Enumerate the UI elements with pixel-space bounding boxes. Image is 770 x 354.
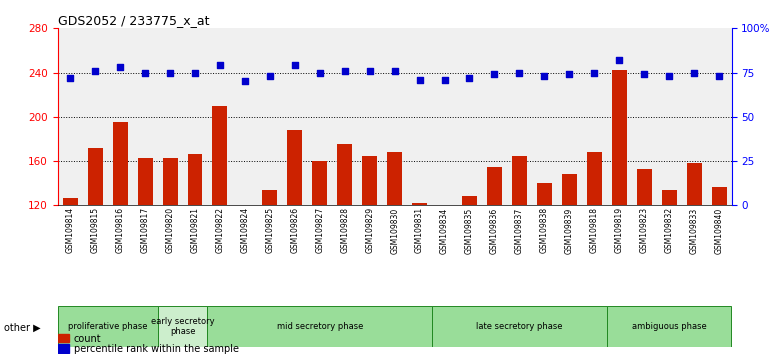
Bar bbox=[287, 130, 303, 338]
Bar bbox=[711, 187, 727, 338]
Bar bbox=[537, 183, 552, 338]
Text: GSM109818: GSM109818 bbox=[590, 207, 599, 253]
Bar bbox=[387, 152, 402, 338]
Bar bbox=[587, 152, 601, 338]
Text: GSM109828: GSM109828 bbox=[340, 207, 350, 253]
Bar bbox=[237, 209, 253, 338]
Point bbox=[588, 70, 601, 75]
Point bbox=[289, 63, 301, 68]
Text: GSM109825: GSM109825 bbox=[266, 207, 274, 253]
Text: GSM109836: GSM109836 bbox=[490, 207, 499, 253]
Bar bbox=[562, 174, 577, 338]
Point bbox=[339, 68, 351, 74]
Text: GSM109834: GSM109834 bbox=[440, 207, 449, 253]
Point bbox=[239, 79, 251, 84]
Text: GSM109820: GSM109820 bbox=[166, 207, 175, 253]
Bar bbox=[362, 155, 377, 338]
Bar bbox=[487, 167, 502, 338]
Text: other ▶: other ▶ bbox=[4, 322, 41, 332]
Point bbox=[613, 57, 625, 63]
Text: GSM109830: GSM109830 bbox=[390, 207, 399, 253]
Point bbox=[713, 73, 725, 79]
Bar bbox=[313, 161, 327, 338]
Bar bbox=[138, 158, 152, 338]
Point bbox=[464, 75, 476, 81]
Bar bbox=[88, 148, 102, 338]
Bar bbox=[337, 144, 352, 338]
Bar bbox=[158, 306, 207, 347]
Point bbox=[214, 63, 226, 68]
Bar bbox=[462, 196, 477, 338]
Point bbox=[114, 64, 126, 70]
Point bbox=[688, 70, 700, 75]
Text: GSM109823: GSM109823 bbox=[640, 207, 648, 253]
Bar bbox=[62, 198, 78, 338]
Point bbox=[313, 70, 326, 75]
Bar bbox=[437, 207, 452, 338]
Text: GSM109840: GSM109840 bbox=[715, 207, 724, 253]
Text: GSM109814: GSM109814 bbox=[65, 207, 75, 253]
Point bbox=[663, 73, 675, 79]
Bar bbox=[58, 344, 69, 353]
Point bbox=[514, 70, 526, 75]
Bar bbox=[112, 122, 128, 338]
Bar bbox=[661, 190, 677, 338]
Text: count: count bbox=[74, 334, 102, 344]
Text: GSM109831: GSM109831 bbox=[415, 207, 424, 253]
Bar bbox=[412, 203, 427, 338]
Text: GSM109821: GSM109821 bbox=[190, 207, 199, 253]
Text: proliferative phase: proliferative phase bbox=[68, 322, 147, 331]
Bar bbox=[188, 154, 203, 338]
Text: early secretory
phase: early secretory phase bbox=[151, 317, 214, 336]
Text: GSM109822: GSM109822 bbox=[216, 207, 224, 253]
Bar bbox=[162, 158, 178, 338]
Point bbox=[563, 72, 575, 77]
Text: late secretory phase: late secretory phase bbox=[476, 322, 563, 331]
Point bbox=[139, 70, 151, 75]
Text: percentile rank within the sample: percentile rank within the sample bbox=[74, 344, 239, 354]
Point bbox=[413, 77, 426, 82]
Bar bbox=[687, 163, 701, 338]
Text: GDS2052 / 233775_x_at: GDS2052 / 233775_x_at bbox=[58, 14, 209, 27]
Point bbox=[64, 75, 76, 81]
Text: GSM109815: GSM109815 bbox=[91, 207, 99, 253]
Point bbox=[189, 70, 201, 75]
Text: GSM109835: GSM109835 bbox=[465, 207, 474, 253]
Text: mid secretory phase: mid secretory phase bbox=[276, 322, 363, 331]
Bar bbox=[58, 334, 69, 342]
Text: GSM109837: GSM109837 bbox=[515, 207, 524, 253]
Text: GSM109827: GSM109827 bbox=[315, 207, 324, 253]
Text: GSM109816: GSM109816 bbox=[116, 207, 125, 253]
Bar bbox=[207, 306, 432, 347]
Text: GSM109817: GSM109817 bbox=[141, 207, 149, 253]
Bar bbox=[58, 306, 158, 347]
Bar bbox=[512, 155, 527, 338]
Text: GSM109838: GSM109838 bbox=[540, 207, 549, 253]
Text: GSM109829: GSM109829 bbox=[365, 207, 374, 253]
Point bbox=[89, 68, 102, 74]
Text: GSM109833: GSM109833 bbox=[690, 207, 698, 253]
Bar bbox=[213, 106, 227, 338]
Bar bbox=[611, 70, 627, 338]
Bar bbox=[607, 306, 731, 347]
Point bbox=[638, 72, 651, 77]
Bar bbox=[263, 190, 277, 338]
Point bbox=[363, 68, 376, 74]
Point bbox=[488, 72, 500, 77]
Text: GSM109832: GSM109832 bbox=[665, 207, 674, 253]
Point bbox=[164, 70, 176, 75]
Text: ambiguous phase: ambiguous phase bbox=[631, 322, 707, 331]
Bar bbox=[637, 169, 651, 338]
Text: GSM109819: GSM109819 bbox=[614, 207, 624, 253]
Text: GSM109824: GSM109824 bbox=[240, 207, 249, 253]
Bar bbox=[432, 306, 607, 347]
Point bbox=[263, 73, 276, 79]
Point bbox=[538, 73, 551, 79]
Text: GSM109839: GSM109839 bbox=[565, 207, 574, 253]
Text: GSM109826: GSM109826 bbox=[290, 207, 300, 253]
Point bbox=[438, 77, 450, 82]
Point bbox=[388, 68, 400, 74]
